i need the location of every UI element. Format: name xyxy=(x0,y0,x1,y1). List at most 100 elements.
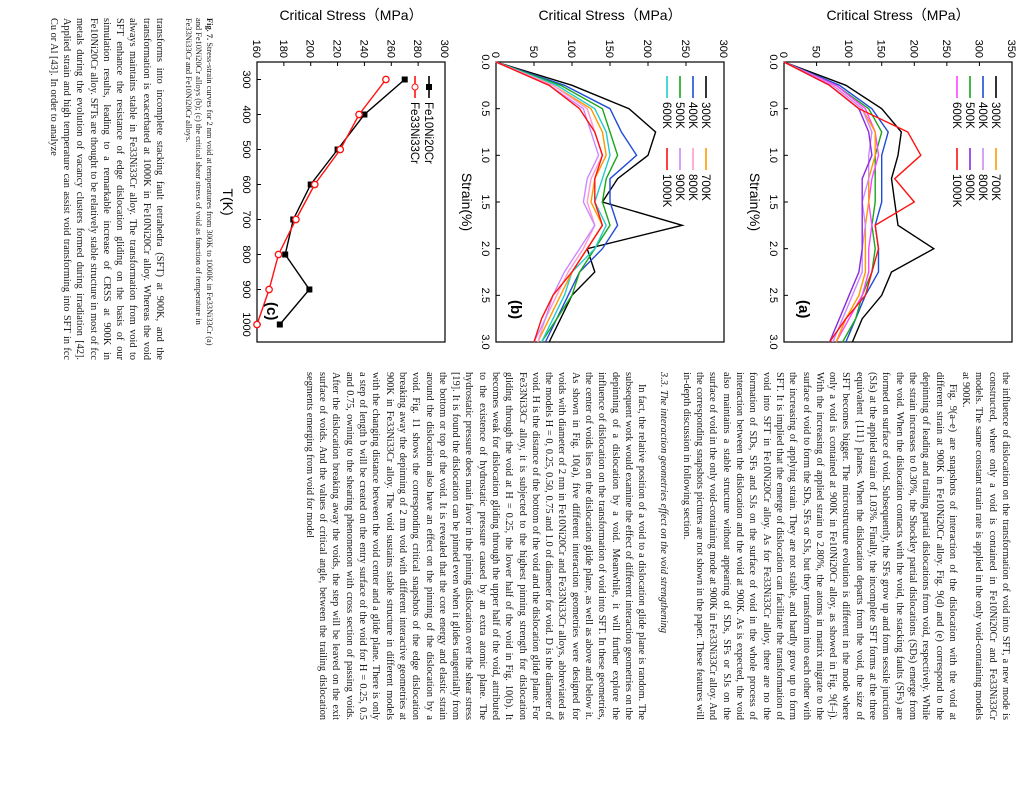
y-tick-label: 350 xyxy=(1005,40,1017,58)
legend-label: 600K xyxy=(660,102,672,129)
x-axis-label: Strain(%) xyxy=(459,173,475,231)
y-tick-label: 50 xyxy=(810,46,822,58)
y-tick-label: 300 xyxy=(972,40,984,58)
series-line-300K xyxy=(783,61,936,343)
legend-label: 1000K xyxy=(950,174,962,208)
x-tick-label: 2.5 xyxy=(767,288,779,303)
legend-label: 800K xyxy=(976,174,988,201)
x-tick-label: 300 xyxy=(240,70,252,88)
right-paragraph-1: the influence of dislocation on the tran… xyxy=(960,372,1011,720)
panel-label: (b) xyxy=(507,300,524,319)
x-tick-label: 1000 xyxy=(240,312,252,336)
x-axis-label: T(K) xyxy=(220,188,236,215)
x-tick-label: 800 xyxy=(240,245,252,263)
y-tick-label: 280 xyxy=(411,40,423,58)
chart-panel-a: 0.0 0.5 1.0 1.5 2.0 2.5 3.0 0 50 100 150 200 250 300 3… xyxy=(747,7,1017,350)
data-point-Fe10Ni20Cr xyxy=(361,111,368,118)
x-tick-label: 3.0 xyxy=(479,334,491,349)
data-point-Fe33Ni33Cr xyxy=(336,145,345,154)
y-tick-label: 100 xyxy=(842,40,854,58)
series-line-1000K xyxy=(783,61,922,343)
chart-panel-c: 300 400 500 600 700 800 900 1000 160 180 200 220 240… xyxy=(220,7,450,343)
y-tick-label: 180 xyxy=(277,40,289,58)
series-line-1000K xyxy=(495,61,604,343)
series-line-Fe33Ni33Cr xyxy=(256,79,387,325)
x-tick-label: 1.5 xyxy=(479,194,491,209)
x-tick-label: 2.5 xyxy=(479,288,491,303)
y-tick-label: 260 xyxy=(384,40,396,58)
panel-label: (a) xyxy=(795,300,812,318)
x-tick-label: 500 xyxy=(240,140,252,158)
y-axis-label: Critical Stress（MPa） xyxy=(826,7,969,23)
y-tick-label: 150 xyxy=(603,40,615,58)
x-tick-label: 2.0 xyxy=(479,241,491,256)
x-tick-label: 1.0 xyxy=(767,148,779,163)
legend-marker xyxy=(411,83,419,91)
caption-label: Fig. 7. xyxy=(205,18,214,41)
legend-label: 700K xyxy=(699,174,711,201)
legend-label: 500K xyxy=(963,102,975,129)
y-tick-label: 50 xyxy=(527,46,539,58)
data-point-Fe33Ni33Cr xyxy=(265,285,273,294)
y-tick-label: 220 xyxy=(331,40,343,58)
y-tick-label: 250 xyxy=(679,40,691,58)
y-tick-label: 250 xyxy=(940,40,952,58)
legend-marker xyxy=(426,84,432,90)
x-tick-label: 3.0 xyxy=(767,334,779,349)
y-tick-label: 300 xyxy=(438,40,450,58)
y-tick-label: 100 xyxy=(565,40,577,58)
right-column-text: the influence of dislocation on the tran… xyxy=(303,372,1012,720)
y-tick-label: 300 xyxy=(717,40,729,58)
x-tick-label: 0.0 xyxy=(479,54,491,69)
legend-label: 400K xyxy=(686,102,698,129)
data-point-Fe33Ni33Cr xyxy=(274,250,283,259)
y-tick-label: 200 xyxy=(907,40,919,58)
x-tick-label: 700 xyxy=(240,210,252,228)
legend-label: 400K xyxy=(976,102,988,129)
legend-label: 600K xyxy=(950,102,962,129)
plot-frame xyxy=(256,61,446,343)
x-tick-label: 1.0 xyxy=(479,148,491,163)
series-line-700K xyxy=(495,61,607,343)
y-tick-label: 200 xyxy=(641,40,653,58)
legend-label: 300K xyxy=(699,102,711,129)
data-point-Fe10Ni20Cr xyxy=(306,286,313,293)
y-tick-label: 0 xyxy=(777,52,789,58)
series-line-800K xyxy=(495,61,604,343)
x-tick-label: 0.0 xyxy=(767,54,779,69)
data-point-Fe33Ni33Cr xyxy=(355,110,363,119)
x-tick-label: 600 xyxy=(240,175,252,193)
legend-label: 900K xyxy=(963,174,975,201)
data-point-Fe10Ni20Cr xyxy=(401,76,408,83)
legend-label: 900K xyxy=(673,174,685,201)
section-heading: 3.3. The interaction geometries effect o… xyxy=(657,372,669,633)
y-tick-label: 240 xyxy=(357,40,369,58)
series-line-400K xyxy=(495,61,638,343)
chart-panel-b: 0.0 0.5 1.0 1.5 2.0 2.5 3.0 0 50 100 150 200 250 300 S… xyxy=(459,7,729,350)
y-axis-label: Critical Stress（MPa） xyxy=(279,7,422,23)
y-tick-label: 200 xyxy=(304,40,316,58)
series-line-Fe10Ni20Cr xyxy=(279,78,406,325)
caption-text: Stress-strain curves for 2 nm void at te… xyxy=(184,18,214,346)
left-paragraph: transforms into incomplete stacking faul… xyxy=(47,18,165,360)
y-tick-label: 150 xyxy=(875,40,887,58)
legend-label: 1000K xyxy=(660,174,672,208)
x-tick-label: 2.0 xyxy=(767,241,779,256)
data-point-Fe33Ni33Cr xyxy=(382,75,390,84)
right-paragraph-2: Fig. 9(a–e) are snapshots of interaction… xyxy=(680,372,958,720)
legend-label: 300K xyxy=(989,102,1001,129)
legend-label: Fe33Ni33Cr xyxy=(408,102,420,164)
panel-label: (c) xyxy=(263,302,280,320)
legend-label: 500K xyxy=(673,102,685,129)
x-tick-label: 0.5 xyxy=(479,101,491,116)
data-point-Fe10Ni20Cr xyxy=(282,251,289,258)
y-tick-label: 160 xyxy=(250,40,262,58)
y-axis-label: Critical Stress（MPa） xyxy=(538,7,681,23)
left-column-text: transforms into incomplete stacking faul… xyxy=(46,18,166,360)
legend-label: 800K xyxy=(686,174,698,201)
series-line-500K xyxy=(495,61,619,343)
x-axis-label: Strain(%) xyxy=(747,173,763,231)
x-tick-label: 0.5 xyxy=(767,101,779,116)
